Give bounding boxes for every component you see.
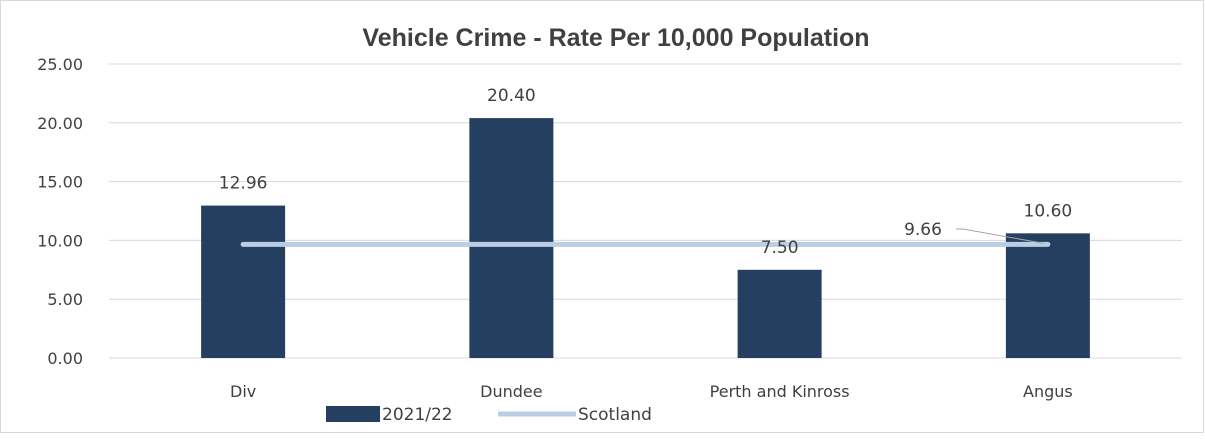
y-tick-label: 20.00 — [37, 114, 83, 133]
line-data-label: 9.66 — [904, 220, 942, 240]
y-tick-label: 5.00 — [47, 290, 83, 309]
legend-swatch-bar — [326, 406, 380, 422]
x-tick-label: Div — [230, 382, 256, 401]
bar-series — [201, 118, 1090, 358]
x-tick-label: Angus — [1023, 382, 1073, 401]
x-tick-label: Perth and Kinross — [710, 382, 850, 401]
y-tick-label: 10.00 — [37, 231, 83, 250]
bar-div — [201, 205, 286, 358]
bar-data-label: 7.50 — [761, 238, 799, 258]
bar-data-label: 10.60 — [1024, 201, 1073, 221]
data-labels: 12.96 20.40 7.50 10.60 9.66 — [219, 86, 1072, 258]
y-tick-label: 0.00 — [47, 349, 83, 368]
bar-data-label: 20.40 — [487, 86, 536, 106]
legend-label: Scotland — [578, 405, 652, 425]
bar-data-label: 12.96 — [219, 174, 268, 194]
y-axis: 0.00 5.00 10.00 15.00 20.00 25.00 — [37, 55, 83, 368]
chart-title: Vehicle Crime - Rate Per 10,000 Populati… — [362, 24, 869, 52]
legend-label: 2021/22 — [382, 405, 453, 425]
gridlines — [109, 63, 1182, 359]
legend: 2021/22 Scotland — [326, 405, 652, 425]
line-label-leader — [956, 228, 1044, 244]
x-axis: Div Dundee Perth and Kinross Angus — [230, 382, 1073, 401]
x-tick-label: Dundee — [480, 382, 542, 401]
bar-dundee — [469, 118, 554, 358]
y-tick-label: 15.00 — [37, 173, 83, 192]
bar-angus — [1005, 233, 1090, 358]
bar-perth-and-kinross — [737, 269, 822, 358]
y-tick-label: 25.00 — [37, 55, 83, 74]
